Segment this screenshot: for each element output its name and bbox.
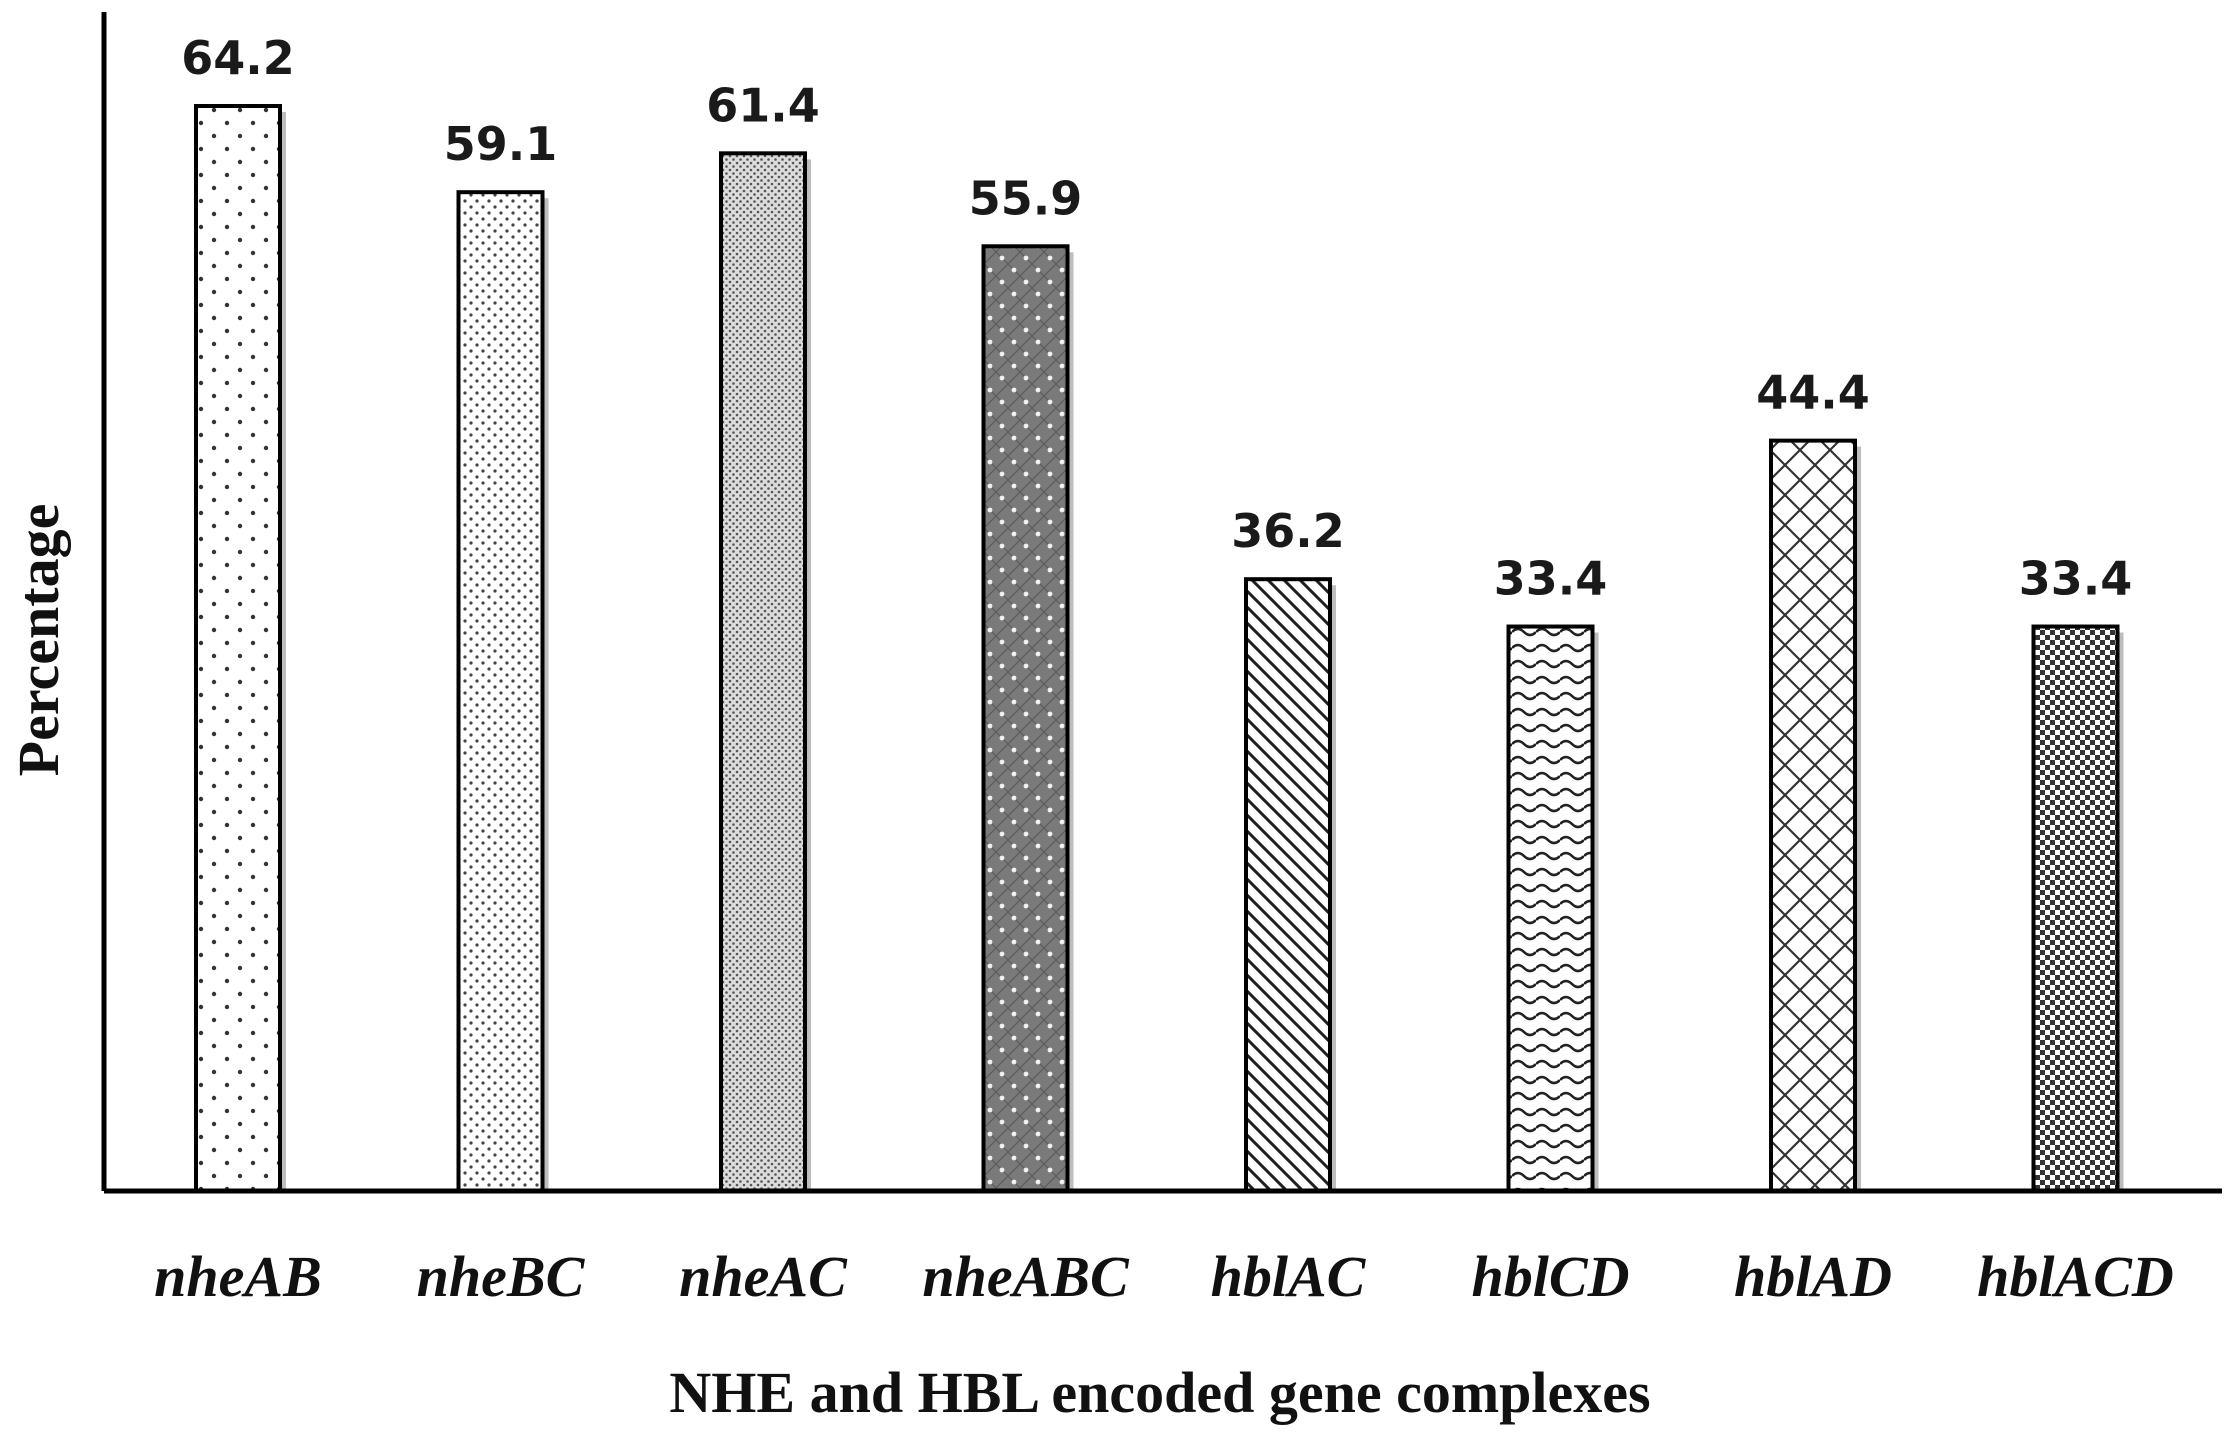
bar-hblAC [1244, 577, 1332, 1193]
x-tick-label-hblAD: hblAD [1734, 1244, 1892, 1309]
bars-group [194, 104, 2124, 1193]
x-axis-title: NHE and HBL encoded gene complexes [669, 1360, 1650, 1425]
bar-hblACD [2031, 624, 2120, 1193]
bar-nheBC [456, 190, 545, 1193]
x-tick-label-nheAB: nheAB [154, 1244, 322, 1309]
value-label-hblAC: 36.2 [1231, 504, 1345, 558]
x-tick-label-nheABC: nheABC [922, 1244, 1130, 1309]
value-label-nheBC: 59.1 [444, 117, 558, 171]
x-tick-labels-group: nheAB nheBC nheAC nheABC hblAC hblCD hblAD hblA… [154, 1244, 2174, 1309]
bar-nheAC [719, 151, 807, 1193]
value-label-hblACD: 33.4 [2019, 552, 2133, 606]
bar-nheABC [981, 244, 1070, 1193]
x-tick-label-hblAC: hblAC [1211, 1244, 1367, 1309]
bar-hblAD [1769, 438, 1857, 1193]
bar-hblCD [1506, 624, 1595, 1193]
value-label-nheAC: 61.4 [706, 78, 820, 132]
value-label-nheAB: 64.2 [181, 31, 295, 85]
value-label-hblCD: 33.4 [1494, 552, 1608, 606]
x-tick-label-hblCD: hblCD [1472, 1244, 1630, 1309]
value-label-nheABC: 55.9 [969, 171, 1083, 225]
x-tick-label-nheBC: nheBC [417, 1244, 586, 1309]
x-tick-label-nheAC: nheAC [679, 1244, 848, 1309]
bar-nheAB [194, 104, 282, 1193]
y-axis-title: Percentage [6, 504, 71, 777]
x-tick-label-hblACD: hblACD [1977, 1244, 2174, 1309]
value-labels-group: 64.2 59.1 61.4 55.9 36.2 33.4 44.4 33.4 [181, 31, 2132, 606]
value-label-hblAD: 44.4 [1756, 366, 1870, 420]
